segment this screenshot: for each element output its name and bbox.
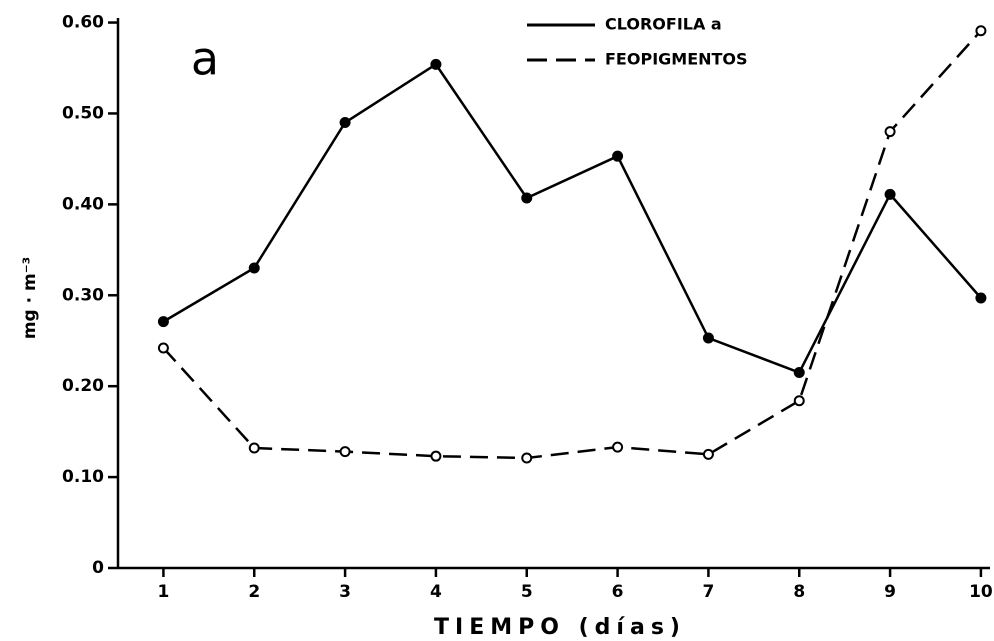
y-axis-label: mg · m⁻³ [20, 257, 40, 339]
data-point [975, 292, 987, 304]
data-point [884, 126, 896, 138]
data-point [702, 332, 714, 344]
y-tick-label: 0 [92, 558, 104, 578]
series-line [162, 62, 982, 375]
y-tick-label: 0.20 [62, 376, 104, 396]
series-line [162, 29, 982, 460]
x-tick-label: 1 [157, 582, 169, 602]
legend-label: CLOROFILA a [605, 15, 722, 34]
x-tick-label: 4 [430, 582, 442, 602]
y-tick-label: 0.10 [62, 467, 104, 487]
data-point [157, 342, 169, 354]
x-tick-label: 10 [969, 582, 993, 602]
panel-label: a [191, 32, 219, 86]
x-tick-label: 6 [612, 582, 624, 602]
data-point [339, 117, 351, 129]
data-point [975, 25, 987, 37]
x-tick-label: 9 [884, 582, 896, 602]
data-point [612, 441, 624, 453]
x-tick-label: 8 [793, 582, 805, 602]
y-tick-label: 0.40 [62, 194, 104, 214]
x-tick-label: 2 [248, 582, 260, 602]
x-tick-label: 7 [702, 582, 714, 602]
data-point [521, 192, 533, 204]
x-tick-label: 5 [521, 582, 533, 602]
data-point [884, 188, 896, 200]
data-point [793, 367, 805, 379]
y-tick-label: 0.30 [62, 285, 104, 305]
data-point [702, 448, 714, 460]
x-tick-label: 3 [339, 582, 351, 602]
data-point [248, 442, 260, 454]
data-point [521, 452, 533, 464]
data-point [430, 450, 442, 462]
y-tick-label: 0.50 [62, 103, 104, 123]
data-point [430, 58, 442, 70]
data-point [157, 316, 169, 328]
data-point [248, 262, 260, 274]
data-point [612, 150, 624, 162]
data-point [339, 446, 351, 458]
y-tick-label: 0.60 [62, 13, 104, 33]
legend-label: FEOPIGMENTOS [605, 50, 748, 69]
x-axis-label: TIEMPO (días) [434, 615, 686, 640]
data-point [793, 395, 805, 407]
